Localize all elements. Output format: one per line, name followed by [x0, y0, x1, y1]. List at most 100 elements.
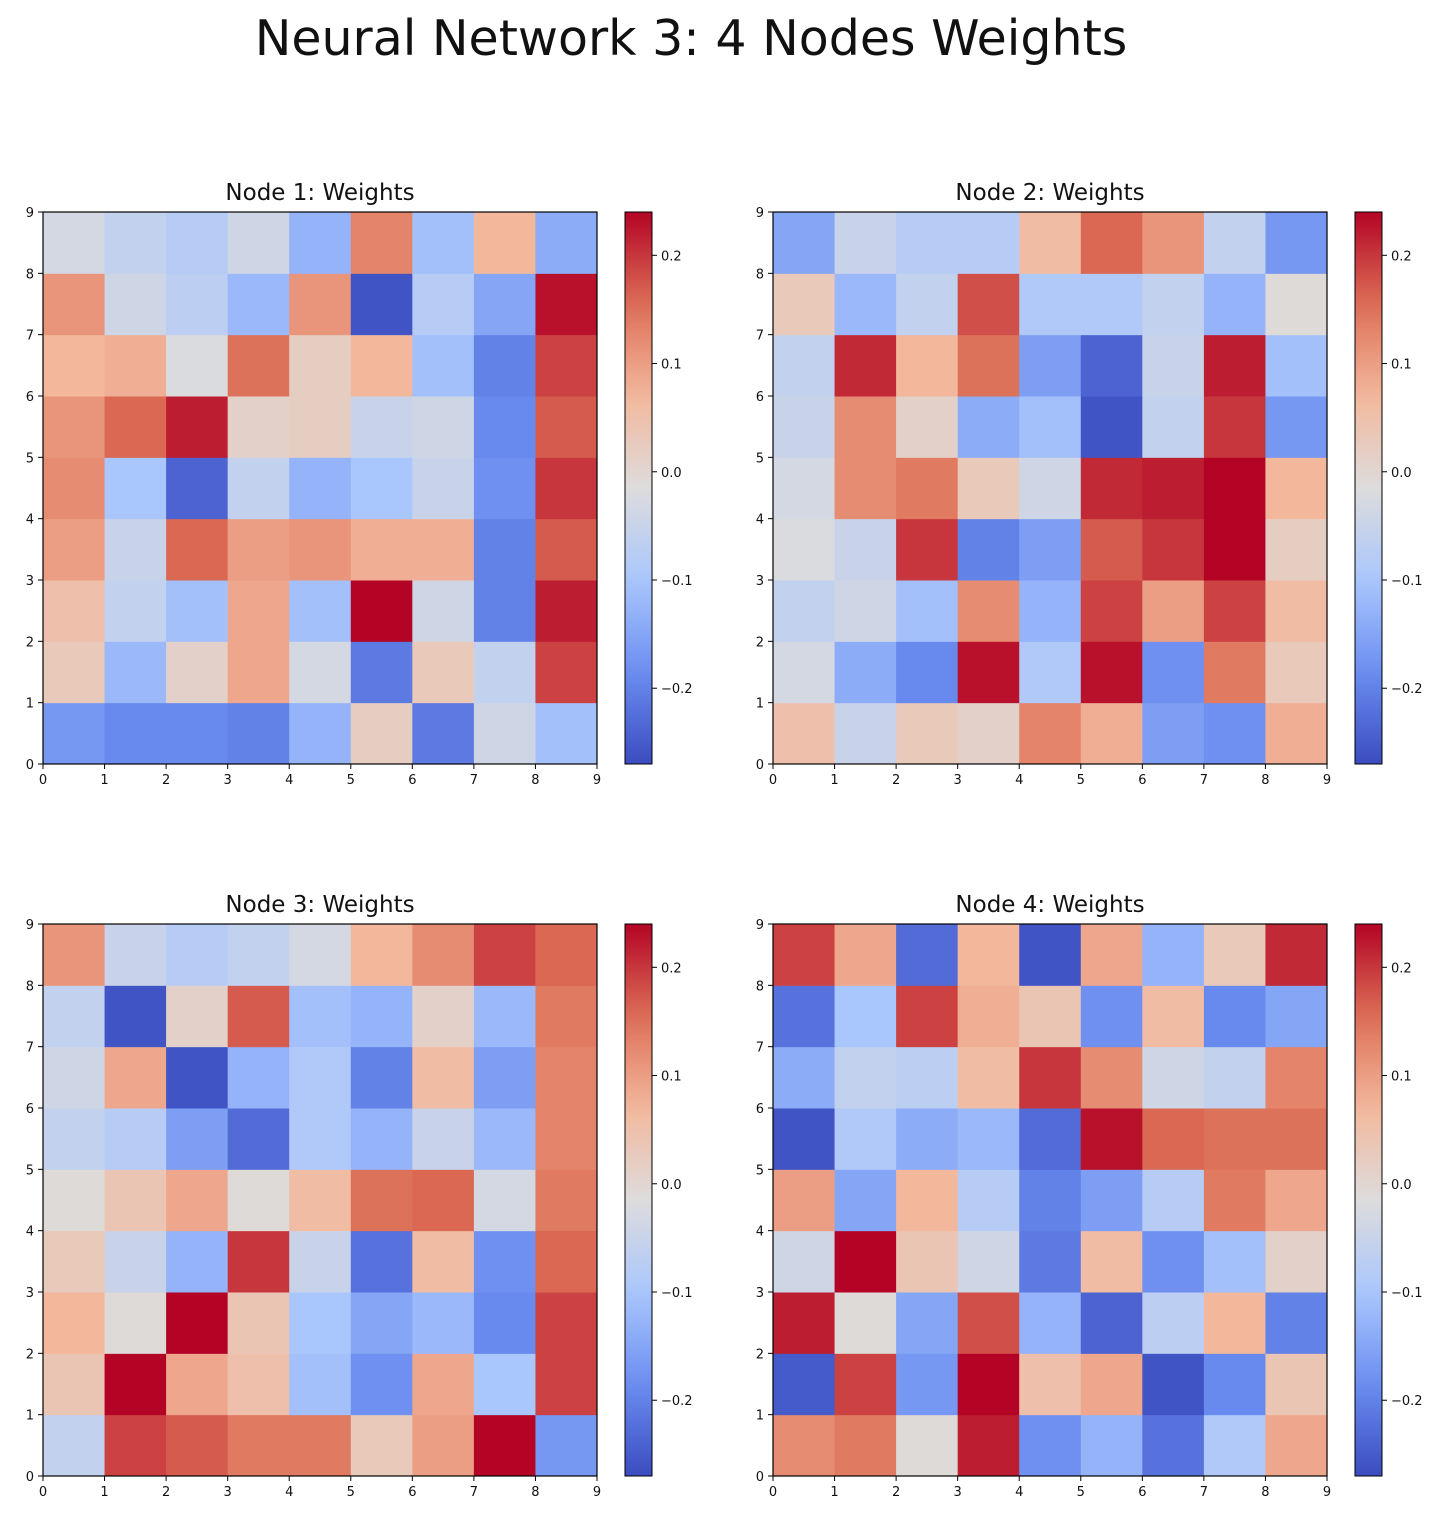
colorbar-tick-label: 0.2 [661, 249, 682, 264]
y-tick-label: 9 [26, 918, 34, 933]
x-tick-label: 0 [769, 773, 777, 788]
heatmap-cell [473, 1292, 536, 1354]
heatmap-cell [896, 580, 959, 642]
heatmap-cell [289, 1414, 352, 1477]
heatmap-cell [896, 1414, 959, 1477]
heatmap-cell [350, 1108, 413, 1170]
heatmap-cell [1142, 580, 1205, 642]
heatmap-cell [166, 641, 229, 704]
x-tick-label: 4 [1015, 1485, 1023, 1500]
heatmap-cell [896, 518, 959, 581]
heatmap-cell [1203, 212, 1266, 274]
heatmap-cell [1265, 924, 1328, 986]
heatmap-cell [473, 1414, 536, 1477]
y-tick-label: 7 [26, 1041, 34, 1056]
y-tick-label: 2 [756, 1347, 764, 1362]
x-tick-label: 1 [830, 773, 838, 788]
heatmap-cell [957, 1169, 1020, 1232]
y-tick-label: 8 [756, 267, 764, 282]
heatmap-cell [1265, 457, 1328, 520]
heatmap-cell [227, 985, 290, 1048]
heatmap-cell [773, 1230, 836, 1293]
heatmap-cell [1019, 1353, 1082, 1416]
heatmap-cell [1142, 1353, 1205, 1416]
x-tick-label: 1 [830, 1485, 838, 1500]
heatmap-cell [1142, 1230, 1205, 1293]
chart-title: Node 1: Weights [225, 180, 415, 206]
heatmap-cell [166, 457, 229, 520]
heatmap-cell [957, 702, 1020, 765]
heatmap-cell [227, 396, 290, 458]
y-tick-label: 3 [26, 1286, 34, 1301]
heatmap-cell [1203, 1230, 1266, 1293]
x-tick-label: 6 [408, 773, 416, 788]
heatmap-cell [166, 273, 229, 336]
heatmap-cell [289, 924, 352, 986]
heatmap-cell [412, 1292, 475, 1354]
chart-title: Node 2: Weights [955, 180, 1145, 206]
x-tick-label: 8 [531, 773, 539, 788]
heatmap-cell [43, 1230, 106, 1293]
heatmap-cell [957, 518, 1020, 581]
x-tick-label: 9 [1323, 773, 1331, 788]
y-tick-label: 6 [756, 390, 764, 405]
heatmap-cell [957, 334, 1020, 397]
heatmap-cell [1019, 1230, 1082, 1293]
colorbar-tick-label: 0.0 [1391, 466, 1412, 481]
heatmap-cell [412, 1108, 475, 1170]
heatmap-cell [896, 334, 959, 397]
heatmap-cell [43, 580, 106, 642]
heatmap-cell [834, 580, 897, 642]
heatmap-cell [1080, 1414, 1143, 1477]
plot-frame [772, 923, 1328, 1477]
heatmap-cell [1019, 702, 1082, 765]
heatmap-cell [773, 580, 836, 642]
heatmap-cell [834, 924, 897, 986]
heatmap-cell [1142, 273, 1205, 336]
heatmap-cell [350, 1169, 413, 1232]
heatmap-cell [473, 1230, 536, 1293]
colorbar-tick-label: −0.1 [661, 1286, 693, 1301]
heatmap-cell [1203, 1046, 1266, 1109]
heatmap-cell [412, 457, 475, 520]
heatmap-cells [773, 212, 1328, 765]
y-tick-label: 5 [26, 1163, 34, 1178]
colorbar-tick-label: 0.0 [661, 466, 682, 481]
heatmap-node-3: 0 1 2 3 4 5 6 7 8 9 0 1 2 3 4 5 6 7 8 9 −0.2 −0.1 0.0 0.1 0.2 [26, 918, 693, 1500]
heatmap-cell [957, 273, 1020, 336]
y-tick-label: 4 [26, 513, 34, 528]
chart-title: Node 4: Weights [955, 892, 1145, 918]
y-tick-label: 1 [26, 1409, 34, 1424]
heatmap-cell [1203, 518, 1266, 581]
heatmap-cell [773, 273, 836, 336]
heatmap-cell [289, 1169, 352, 1232]
heatmap-cell [834, 1046, 897, 1109]
heatmap-cell [350, 580, 413, 642]
x-tick-label: 2 [162, 773, 170, 788]
heatmap-cell [1265, 985, 1328, 1048]
heatmap-cell [773, 1292, 836, 1354]
colorbar-tick-label: −0.1 [1391, 574, 1423, 589]
colorbar-tick-label: −0.1 [1391, 1286, 1423, 1301]
x-tick-label: 7 [1200, 1485, 1208, 1500]
heatmap-cell [1265, 580, 1328, 642]
heatmap-cell [773, 985, 836, 1048]
heatmap-cell [1203, 1169, 1266, 1232]
heatmap-cell [535, 1169, 598, 1232]
heatmap-cell [535, 985, 598, 1048]
heatmap-cell [896, 924, 959, 986]
heatmap-cell [473, 396, 536, 458]
panel-node-2: Node 2: Weights 0 1 2 3 4 5 6 7 8 9 0 1 2 3 4 5 6 7 8 9 −0.2… [730, 180, 1456, 810]
heatmap-cell [1019, 1414, 1082, 1477]
heatmap-cell [43, 702, 106, 765]
heatmap-cell [104, 212, 167, 274]
heatmap-cell [104, 457, 167, 520]
heatmap-cell [1019, 580, 1082, 642]
plot-frame [42, 211, 598, 765]
heatmap-cell [1080, 457, 1143, 520]
heatmap-cell [535, 1292, 598, 1354]
heatmap-cell [412, 1169, 475, 1232]
heatmap-cell [166, 702, 229, 765]
x-tick-label: 2 [892, 1485, 900, 1500]
heatmap-cell [350, 1414, 413, 1477]
